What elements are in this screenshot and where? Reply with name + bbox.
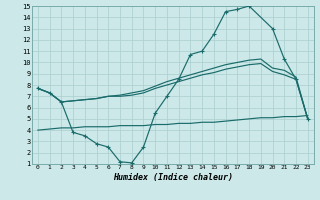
X-axis label: Humidex (Indice chaleur): Humidex (Indice chaleur)	[113, 173, 233, 182]
